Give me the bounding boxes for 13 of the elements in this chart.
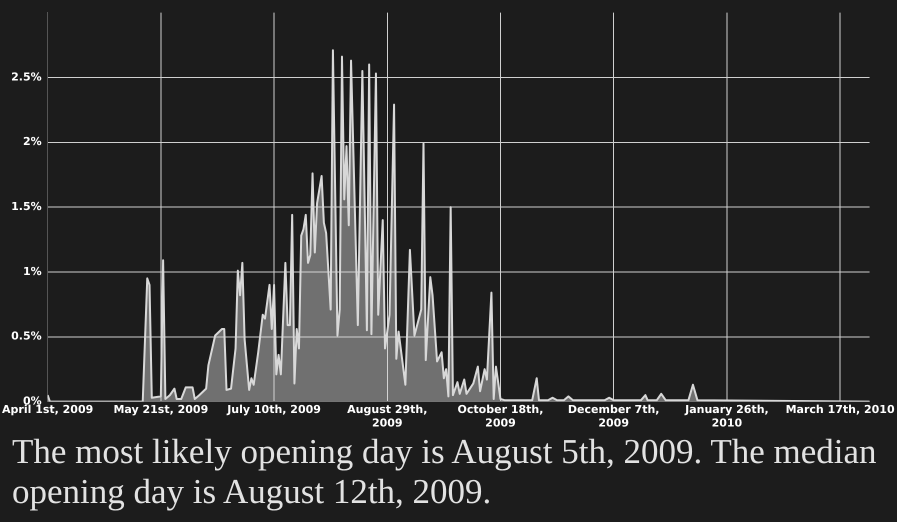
x-tick-label: July 10th, 2009 xyxy=(226,403,321,416)
x-tick-label: October 18th, 2009 xyxy=(458,403,544,430)
x-tick-label: March 17th, 2010 xyxy=(786,403,895,416)
x-tick-label: January 26th, 2010 xyxy=(684,403,769,430)
x-tick-label: August 29th, 2009 xyxy=(347,403,428,430)
x-tick-label: May 21st, 2009 xyxy=(113,403,208,416)
y-tick-label: 1.5% xyxy=(11,200,42,213)
y-tick-label: 0.5% xyxy=(11,330,42,343)
text: The most likely opening day is August 5th, 2009. The median opening day is August 12th, 2009. xyxy=(12,432,878,512)
y-tick-label: 1% xyxy=(22,264,42,278)
y-tick-label: 2% xyxy=(22,135,42,148)
y-tick-label: 2.5% xyxy=(11,70,42,84)
x-tick-label: December 7th, 2009 xyxy=(568,403,660,430)
